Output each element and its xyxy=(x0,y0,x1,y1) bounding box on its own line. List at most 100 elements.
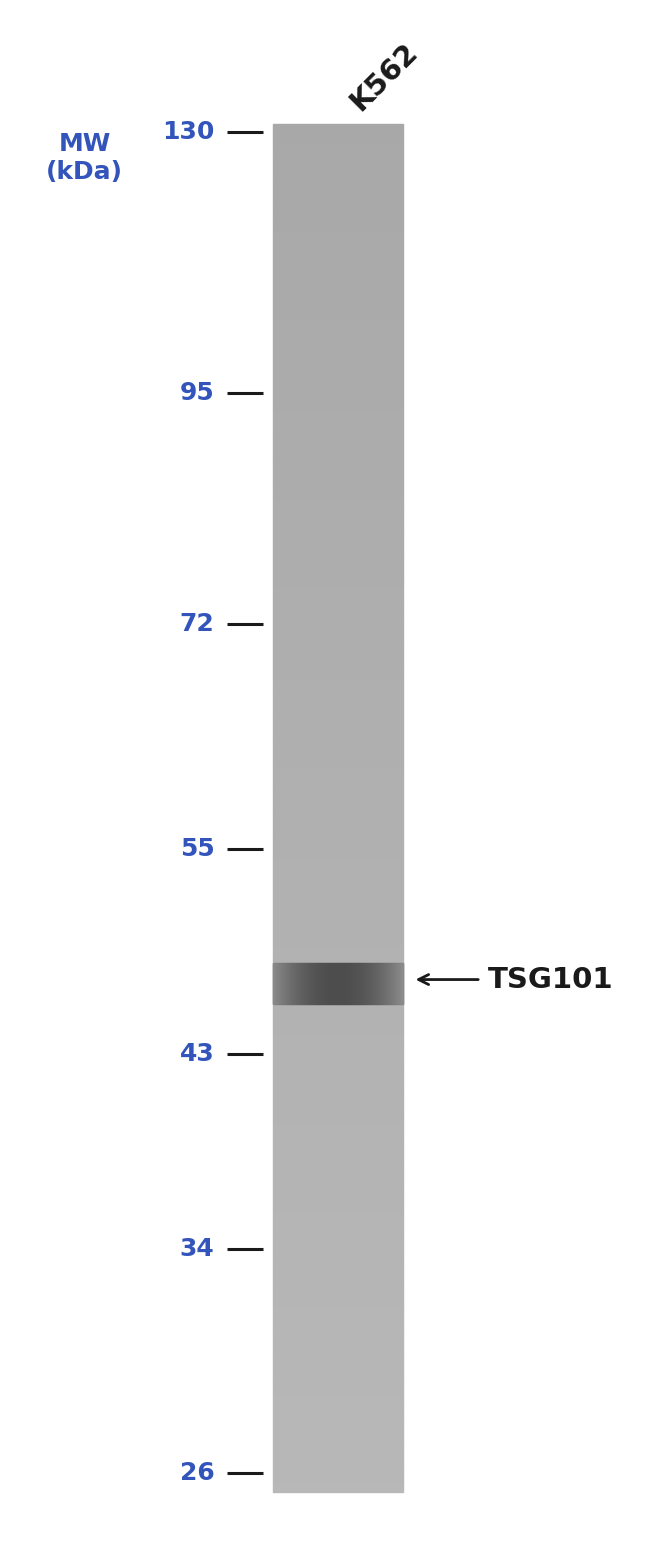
Bar xyxy=(273,207,403,210)
Bar xyxy=(273,862,403,866)
Bar xyxy=(273,848,403,853)
Bar xyxy=(273,1409,403,1413)
Bar xyxy=(273,357,403,361)
Bar xyxy=(273,1235,403,1239)
Bar xyxy=(273,1273,403,1276)
Bar xyxy=(273,1444,403,1447)
Bar xyxy=(273,432,403,435)
Bar xyxy=(273,1307,403,1310)
Bar xyxy=(273,230,403,233)
Bar xyxy=(273,1068,403,1071)
Bar xyxy=(273,1447,403,1451)
Bar xyxy=(273,503,403,507)
Bar xyxy=(273,1293,403,1298)
Bar xyxy=(273,528,403,531)
Bar xyxy=(273,292,403,295)
Bar xyxy=(273,500,403,503)
Bar xyxy=(273,1441,403,1444)
Bar xyxy=(273,1187,403,1190)
Bar xyxy=(273,688,403,692)
Bar xyxy=(273,702,403,706)
Bar xyxy=(273,193,403,196)
Bar xyxy=(273,993,403,996)
Bar xyxy=(273,1078,403,1082)
Bar xyxy=(273,695,403,699)
Bar xyxy=(273,1153,403,1156)
Bar xyxy=(273,367,403,370)
Bar xyxy=(273,412,403,415)
Bar xyxy=(273,395,403,398)
Bar xyxy=(273,934,403,939)
Bar xyxy=(273,1420,403,1423)
Bar xyxy=(273,1096,403,1099)
Bar xyxy=(273,774,403,777)
Bar xyxy=(273,1284,403,1287)
Bar xyxy=(273,1136,403,1139)
Bar xyxy=(273,480,403,483)
Bar xyxy=(273,1178,403,1181)
Bar xyxy=(273,350,403,353)
Bar xyxy=(273,1423,403,1427)
Bar xyxy=(273,1355,403,1358)
Bar xyxy=(273,760,403,763)
Bar xyxy=(273,264,403,267)
Bar xyxy=(273,549,403,552)
Bar xyxy=(273,572,403,575)
Bar xyxy=(273,272,403,275)
Bar xyxy=(273,1088,403,1092)
Bar xyxy=(273,343,403,347)
Bar xyxy=(273,418,403,421)
Bar xyxy=(273,1170,403,1173)
Bar xyxy=(273,1338,403,1341)
Bar xyxy=(273,1280,403,1284)
Bar xyxy=(273,1207,403,1212)
Bar xyxy=(273,182,403,186)
Bar xyxy=(273,1119,403,1122)
Bar xyxy=(273,490,403,494)
Bar xyxy=(273,1375,403,1378)
Bar xyxy=(273,887,403,890)
Bar xyxy=(273,873,403,876)
Bar xyxy=(273,1242,403,1246)
Bar xyxy=(273,831,403,836)
Bar xyxy=(273,1478,403,1481)
Bar xyxy=(273,483,403,486)
Bar xyxy=(273,469,403,472)
Bar xyxy=(273,507,403,511)
Bar xyxy=(273,1054,403,1058)
Bar xyxy=(273,859,403,862)
Bar xyxy=(273,894,403,897)
Bar xyxy=(273,900,403,904)
Bar xyxy=(273,583,403,586)
Bar xyxy=(273,204,403,207)
Bar xyxy=(273,312,403,315)
Bar xyxy=(273,1198,403,1201)
Bar xyxy=(273,1481,403,1486)
Bar xyxy=(273,1007,403,1010)
Bar xyxy=(273,1352,403,1355)
Bar xyxy=(273,626,403,631)
Bar xyxy=(273,922,403,925)
Bar xyxy=(273,429,403,432)
Bar xyxy=(273,409,403,412)
Bar xyxy=(273,674,403,678)
Bar xyxy=(273,1341,403,1344)
Bar xyxy=(273,1156,403,1161)
Bar xyxy=(273,1229,403,1232)
Bar xyxy=(273,603,403,606)
Bar xyxy=(273,1417,403,1420)
Bar xyxy=(273,870,403,873)
Bar xyxy=(273,141,403,145)
Bar xyxy=(273,657,403,660)
Bar xyxy=(273,1249,403,1253)
Bar xyxy=(273,1253,403,1256)
Bar xyxy=(273,1161,403,1164)
Bar xyxy=(273,124,403,127)
Bar xyxy=(273,333,403,336)
Bar xyxy=(273,1190,403,1195)
Bar xyxy=(273,763,403,768)
Bar xyxy=(273,754,403,757)
Bar xyxy=(273,1437,403,1441)
Bar xyxy=(273,1041,403,1044)
Bar xyxy=(273,651,403,654)
